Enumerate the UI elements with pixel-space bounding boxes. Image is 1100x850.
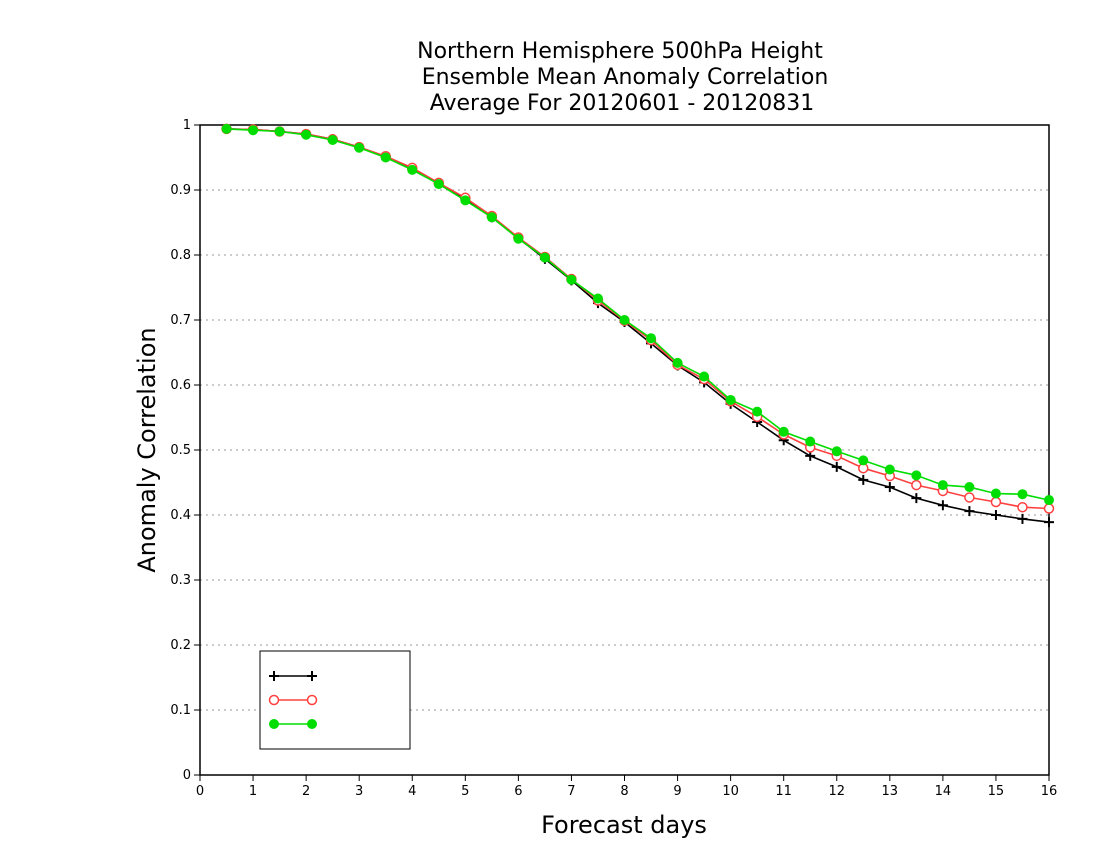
x-tick-label: 2 bbox=[302, 784, 310, 799]
y-tick-label: 0.1 bbox=[170, 703, 191, 718]
legend-marker bbox=[269, 719, 279, 729]
series-3-point bbox=[274, 126, 285, 137]
x-tick-label: 5 bbox=[461, 784, 469, 799]
y-tick-label: 0.5 bbox=[170, 443, 191, 458]
legend-marker bbox=[307, 719, 317, 729]
series-2-point bbox=[911, 479, 922, 491]
series-3-point bbox=[221, 123, 232, 134]
series-3-point bbox=[831, 446, 842, 457]
x-tick-label: 14 bbox=[935, 784, 952, 799]
x-tick-label: 3 bbox=[355, 784, 363, 799]
x-tick-label: 12 bbox=[828, 784, 845, 799]
series-3-point bbox=[539, 252, 550, 263]
series-3-point bbox=[884, 464, 895, 475]
series-1-point bbox=[831, 461, 842, 472]
legend-entry-2 bbox=[268, 694, 318, 706]
series-1 bbox=[221, 123, 1054, 528]
series-3-point bbox=[248, 125, 259, 136]
x-tick-label: 6 bbox=[514, 784, 522, 799]
series-3-line bbox=[226, 128, 1050, 501]
x-tick-label: 13 bbox=[882, 784, 899, 799]
y-tick-label: 1 bbox=[183, 118, 191, 133]
series-2-point bbox=[1017, 501, 1028, 513]
series-3-point bbox=[858, 455, 869, 466]
series-3-point bbox=[460, 195, 471, 206]
series-1-line bbox=[226, 128, 1050, 523]
series-3-point bbox=[937, 480, 948, 491]
series-3-point bbox=[486, 212, 497, 223]
series-2-point bbox=[990, 496, 1002, 508]
series-1-point bbox=[1044, 517, 1054, 528]
series-3-point bbox=[301, 129, 312, 140]
legend-marker bbox=[306, 694, 318, 706]
legend bbox=[259, 650, 411, 750]
title-line-2: Ensemble Mean Anomaly Correlation bbox=[422, 65, 829, 90]
title-line-3: Average For 20120601 - 20120831 bbox=[430, 91, 815, 116]
series-3-point bbox=[911, 470, 922, 481]
series-3-point bbox=[592, 293, 603, 304]
legend-marker bbox=[269, 671, 279, 681]
axis-ticks: 00.10.20.30.40.50.60.70.80.910 1 2 3 4 5 6 7 8 9 1… bbox=[170, 118, 1057, 799]
series-3-point bbox=[380, 152, 391, 163]
series-1-point bbox=[937, 500, 948, 511]
y-tick-label: 0.6 bbox=[170, 378, 191, 393]
x-tick-label: 11 bbox=[775, 784, 792, 799]
series-3-point bbox=[964, 482, 975, 493]
x-tick-label: 9 bbox=[673, 784, 681, 799]
series-1-point bbox=[964, 506, 975, 517]
y-tick-label: 0.8 bbox=[170, 248, 191, 263]
y-tick-label: 0.7 bbox=[170, 313, 191, 328]
series-1-point bbox=[990, 510, 1001, 520]
legend-marker bbox=[307, 671, 317, 681]
series-3-point bbox=[699, 371, 710, 382]
legend-entry-3 bbox=[269, 719, 317, 729]
chart-title: Northern Hemisphere 500hPa Height Ensemb… bbox=[417, 39, 828, 116]
series-1-point bbox=[858, 474, 869, 485]
series-3-point bbox=[1017, 489, 1028, 500]
series-3-point bbox=[513, 233, 524, 244]
y-tick-label: 0.4 bbox=[170, 508, 191, 523]
data-series bbox=[221, 123, 1055, 528]
y-tick-label: 0.3 bbox=[170, 573, 191, 588]
series-2-point bbox=[1043, 503, 1055, 514]
x-tick-label: 10 bbox=[722, 784, 739, 799]
series-3-point bbox=[619, 315, 630, 325]
series-3-point bbox=[778, 426, 789, 437]
x-tick-label: 7 bbox=[567, 784, 575, 799]
series-2-line bbox=[226, 128, 1050, 510]
series-1-point bbox=[884, 482, 895, 493]
series-3-point bbox=[566, 274, 577, 285]
title-line-1: Northern Hemisphere 500hPa Height bbox=[417, 39, 823, 64]
series-3-point bbox=[327, 134, 338, 145]
series-1-point bbox=[1017, 513, 1028, 524]
x-tick-label: 1 bbox=[249, 784, 257, 799]
series-3-point bbox=[1044, 495, 1054, 506]
x-tick-label: 8 bbox=[620, 784, 628, 799]
y-tick-label: 0.2 bbox=[170, 638, 191, 653]
series-2-point bbox=[964, 492, 975, 503]
legend-marker bbox=[268, 694, 280, 706]
y-axis-label: Anomaly Correlation bbox=[133, 327, 161, 572]
x-tick-label: 15 bbox=[988, 784, 1005, 799]
series-3-point bbox=[354, 142, 365, 153]
series-3 bbox=[221, 123, 1054, 506]
series-3-point bbox=[752, 406, 763, 417]
series-3-point bbox=[725, 394, 736, 405]
x-axis-label: Forecast days bbox=[541, 811, 707, 839]
series-3-point bbox=[672, 357, 683, 368]
series-3-point bbox=[433, 179, 444, 190]
legend-entry-1 bbox=[269, 671, 317, 681]
y-tick-label: 0.9 bbox=[170, 183, 191, 198]
series-3-point bbox=[646, 333, 657, 344]
x-tick-label: 4 bbox=[408, 784, 416, 799]
x-tick-label: 0 bbox=[196, 784, 204, 799]
series-1-point bbox=[911, 493, 922, 504]
series-2 bbox=[221, 123, 1055, 514]
y-tick-label: 0 bbox=[183, 768, 191, 783]
series-3-point bbox=[805, 436, 816, 447]
series-3-point bbox=[990, 488, 1001, 499]
series-3-point bbox=[407, 164, 418, 175]
x-tick-label: 16 bbox=[1041, 784, 1058, 799]
